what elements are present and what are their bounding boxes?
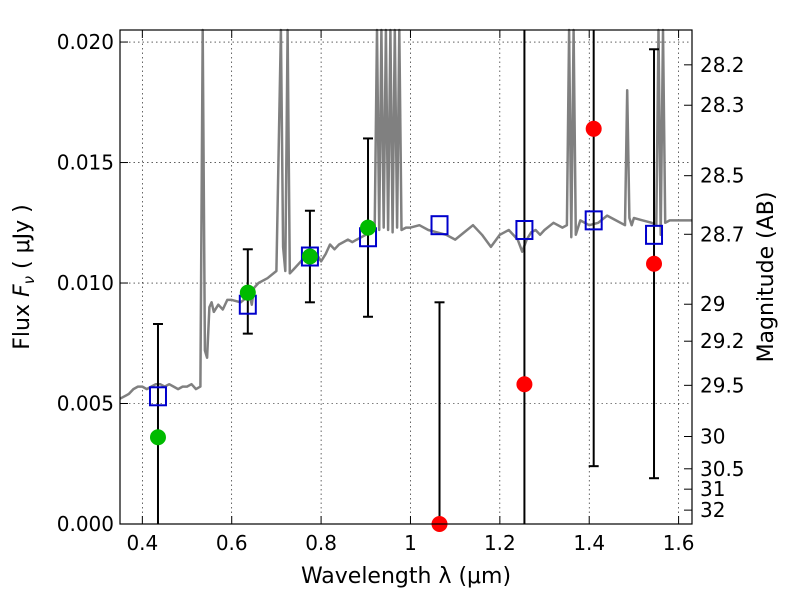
photometry-point: [149, 429, 166, 446]
model-box-marker: [584, 210, 603, 231]
photometry-point: [239, 284, 256, 301]
x-axis-label: Wavelength λ (μm): [301, 564, 511, 589]
photometry-point: [360, 219, 377, 236]
model-box-marker: [148, 386, 167, 407]
photometry-point: [646, 255, 663, 272]
spectrum: [119, 28, 692, 400]
y-tick-label: 0.010: [57, 271, 114, 295]
photometry-point: [301, 248, 318, 265]
plot-border: [119, 29, 693, 525]
x-tick-label: 1: [404, 531, 417, 555]
y-tick-label: 0.020: [57, 30, 114, 54]
mag-tick-label: 30.5: [700, 457, 745, 481]
photometry-point: [585, 120, 602, 137]
model-box-marker: [645, 224, 664, 245]
mag-tick-label: 28.3: [700, 93, 745, 117]
x-tick-label: 0.6: [216, 531, 248, 555]
photometry-point: [516, 376, 533, 393]
mag-tick-label: 31: [700, 477, 725, 501]
x-tick-label: 1.2: [484, 531, 516, 555]
x-tick-label: 0.8: [305, 531, 337, 555]
y-tick-label: 0.015: [57, 151, 114, 175]
mag-tick-label: 30: [700, 425, 725, 449]
plot-frame: [120, 30, 692, 524]
x-tick-labels: 0.4 0.6 0.8 1 1.2 1.4 1.6: [126, 531, 694, 555]
mag-tick-label: 28.2: [700, 53, 745, 77]
mag-tick-label: 28.5: [700, 164, 745, 188]
x-tick-label: 0.4: [126, 531, 158, 555]
x-tick-label: 1.6: [663, 531, 695, 555]
model-box-marker: [430, 215, 449, 236]
mag-tick-label: 29: [700, 292, 725, 316]
y2-axis-label: Magnitude (AB): [754, 192, 779, 363]
mag-tick-label: 29.2: [700, 329, 745, 353]
y-tick-label: 0.005: [57, 392, 114, 416]
mag-tick-label: 32: [700, 498, 725, 522]
mag-tick-label: 29.5: [700, 373, 745, 397]
y-tick-labels: 0.000 0.005 0.010 0.015 0.020: [57, 30, 114, 536]
model-box-marker: [515, 220, 534, 241]
ticks: [120, 30, 692, 525]
y-tick-label: 0.000: [57, 512, 114, 536]
y-axis-label: Flux Fν ( μJy ): [10, 204, 38, 349]
x-tick-label: 1.4: [573, 531, 605, 555]
mag-tick-label: 28.7: [700, 222, 745, 246]
spectrum-line: [119, 28, 692, 400]
